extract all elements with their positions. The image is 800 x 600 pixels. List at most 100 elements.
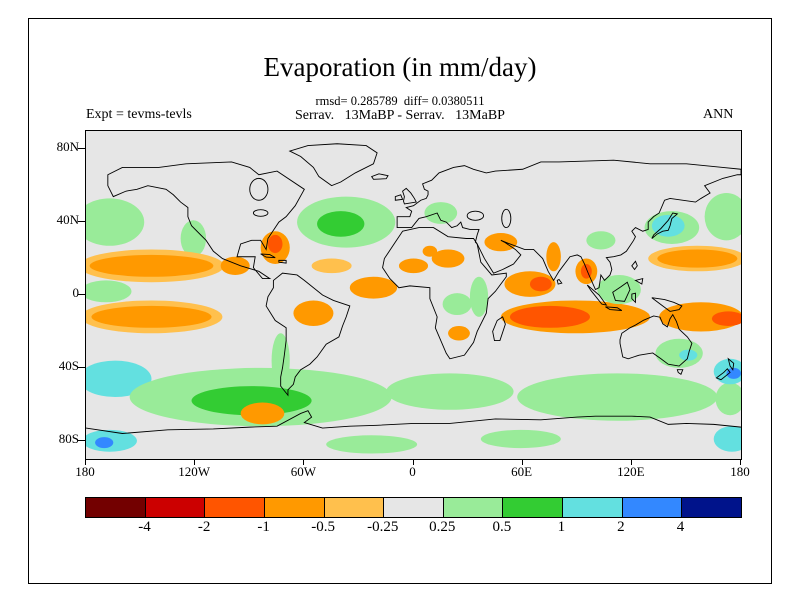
lat-tick-label: 40N: [56, 212, 79, 228]
map-svg: [86, 143, 741, 454]
coastline-britain: [402, 187, 417, 205]
colorbar-segment: [86, 498, 145, 517]
anomaly-blob: [484, 233, 518, 252]
lat-tick: [78, 221, 85, 223]
colorbar-tick-label: 0.5: [492, 519, 512, 535]
anomaly-blob: [713, 426, 741, 452]
coastline-japan: [651, 212, 679, 239]
coastline-madagascar: [492, 316, 506, 342]
hudson-bay-outline: [249, 177, 269, 201]
colorbar-segment: [323, 498, 384, 517]
stats-line: rmsd= 0.285789 diff= 0.0380511: [315, 94, 485, 108]
anomaly-blob: [704, 192, 741, 241]
coastline-iceland: [370, 173, 389, 180]
anomaly-blob: [711, 311, 741, 326]
coastline-hispaniola: [278, 259, 287, 264]
lon-tick: [194, 459, 196, 465]
coastline-africa: [382, 227, 507, 360]
anomaly-blob: [431, 249, 465, 268]
coastline-new-zealand-north: [727, 357, 735, 371]
coastline-new-guinea: [651, 297, 683, 312]
anomaly-blob: [220, 256, 250, 275]
colorbar-tick-label: -0.5: [311, 519, 336, 535]
world-map: [85, 130, 742, 460]
coastline-mindanao: [634, 277, 644, 285]
anomaly-blob: [422, 245, 438, 257]
anomaly-blob: [311, 258, 352, 274]
anomaly-blob: [424, 202, 458, 224]
lat-tick-label: 40S: [58, 357, 79, 373]
lat-tick: [78, 148, 85, 150]
colorbar-segment: [144, 498, 205, 517]
colorbar-tick-label: -2: [197, 519, 211, 535]
anomaly-blob: [91, 305, 212, 328]
colorbar-tick-label: -0.25: [367, 519, 399, 535]
season-label: ANN: [703, 107, 734, 122]
anomaly-blob: [448, 325, 470, 341]
plot-title: Evaporation (in mm/day): [263, 52, 537, 82]
plot-frame-border: [28, 18, 772, 584]
coastline-tasmania: [676, 369, 684, 375]
anomaly-blob: [442, 293, 472, 316]
anomaly-blobs: [86, 192, 741, 454]
black-sea-outline: [466, 210, 485, 221]
lon-tick: [85, 459, 86, 465]
lat-tick: [78, 439, 85, 441]
lat-tick-label: 80S: [58, 430, 79, 446]
lon-tick: [630, 459, 632, 465]
anomaly-blob: [651, 214, 685, 237]
colorbar-segment: [204, 498, 264, 517]
lon-tick-label: 120W: [178, 464, 211, 479]
anomaly-blob: [326, 435, 418, 454]
anomaly-blob: [293, 300, 334, 326]
coastline-australia: [619, 313, 693, 367]
anomaly-blob: [715, 382, 741, 416]
lat-tick: [78, 366, 85, 368]
anomaly-blob: [86, 198, 145, 246]
expt-label: Expt = tevms-tevls: [86, 107, 192, 122]
lon-tick: [740, 459, 741, 465]
anomaly-blob: [180, 220, 207, 257]
lat-tick-label: 0: [72, 285, 80, 300]
colorbar-tick-label: 4: [676, 519, 685, 535]
anomaly-blob: [469, 276, 489, 317]
coastline-antarctica: [86, 410, 741, 434]
anomaly-blob: [726, 367, 741, 379]
colorbar: [85, 497, 742, 518]
anomaly-blob: [191, 386, 312, 416]
anomaly-blob: [657, 249, 738, 268]
experiment-line: Serrav. 13MaBP - Serrav. 13MaBP: [295, 108, 505, 123]
colorbar-segment: [263, 498, 324, 517]
anomaly-blob: [509, 305, 590, 328]
lon-tick: [303, 459, 305, 465]
colorbar-tick-label: -1: [257, 519, 270, 535]
lon-tick-label: 180: [75, 464, 95, 479]
coastline-new-zealand-south: [715, 368, 731, 381]
coastline-ireland: [394, 194, 404, 201]
lon-tick-label: 180: [730, 464, 750, 479]
coastline-sulawesi: [631, 292, 636, 304]
colorbar-segment: [502, 498, 563, 517]
coastlines: [86, 143, 741, 434]
anomaly-blob: [86, 360, 152, 398]
anomaly-blob: [95, 437, 114, 449]
anomaly-blob: [546, 242, 561, 272]
coastline-java: [605, 306, 623, 311]
lon-tick: [412, 459, 414, 465]
colorbar-segment: [562, 498, 622, 517]
coastline-luzon: [631, 260, 638, 271]
lon-tick-label: 60E: [511, 464, 533, 479]
colorbar-segment: [442, 498, 503, 517]
coastline-sumatra: [586, 284, 608, 306]
anomaly-blob: [529, 276, 552, 292]
colorbar-segment: [621, 498, 682, 517]
caspian-sea-outline: [501, 208, 512, 229]
anomaly-blob: [398, 258, 429, 274]
lat-tick: [78, 294, 85, 295]
coastline-greenland: [288, 143, 378, 187]
lon-tick: [521, 459, 523, 465]
anomaly-blob: [597, 274, 641, 305]
colorbar-segment: [681, 498, 742, 517]
lon-tick-label: 0: [409, 464, 416, 479]
